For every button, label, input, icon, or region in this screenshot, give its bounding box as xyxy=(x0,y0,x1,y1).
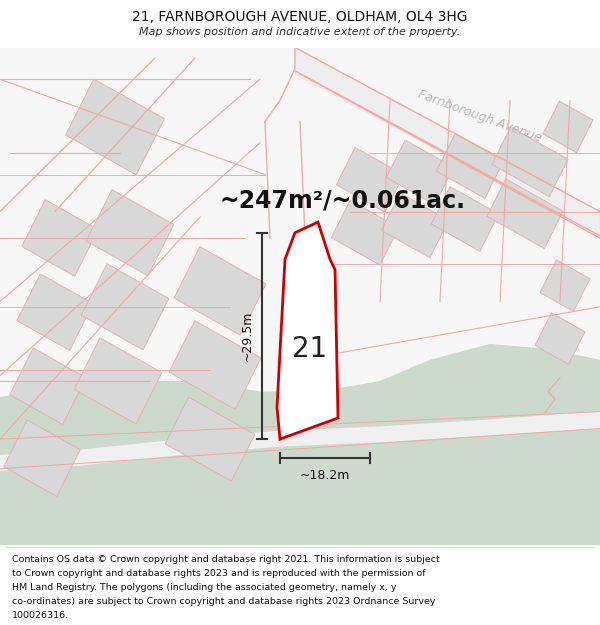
Polygon shape xyxy=(535,312,585,364)
Polygon shape xyxy=(169,321,261,409)
Text: to Crown copyright and database rights 2023 and is reproduced with the permissio: to Crown copyright and database rights 2… xyxy=(12,569,425,578)
Text: 100026316.: 100026316. xyxy=(12,611,69,621)
Polygon shape xyxy=(10,348,86,424)
Polygon shape xyxy=(436,134,503,198)
Polygon shape xyxy=(543,101,593,152)
Text: Contains OS data © Crown copyright and database right 2021. This information is : Contains OS data © Crown copyright and d… xyxy=(12,556,440,564)
Polygon shape xyxy=(492,127,568,197)
Text: 21, FARNBOROUGH AVENUE, OLDHAM, OL4 3HG: 21, FARNBOROUGH AVENUE, OLDHAM, OL4 3HG xyxy=(132,11,468,24)
Text: Map shows position and indicative extent of the property.: Map shows position and indicative extent… xyxy=(139,27,461,37)
Polygon shape xyxy=(540,260,590,311)
Polygon shape xyxy=(0,412,600,471)
Polygon shape xyxy=(386,140,454,205)
Text: HM Land Registry. The polygons (including the associated geometry, namely x, y: HM Land Registry. The polygons (includin… xyxy=(12,583,397,592)
Polygon shape xyxy=(431,187,499,251)
Polygon shape xyxy=(174,247,266,335)
Text: ~18.2m: ~18.2m xyxy=(300,469,350,482)
Polygon shape xyxy=(277,222,338,439)
Polygon shape xyxy=(17,274,93,351)
Text: 21: 21 xyxy=(292,335,328,363)
Text: ~247m²/~0.061ac.: ~247m²/~0.061ac. xyxy=(220,189,466,213)
Polygon shape xyxy=(382,193,449,258)
Polygon shape xyxy=(22,200,98,276)
Polygon shape xyxy=(487,179,563,249)
Polygon shape xyxy=(4,420,80,496)
Text: ~29.5m: ~29.5m xyxy=(241,311,254,361)
Text: co-ordinates) are subject to Crown copyright and database rights 2023 Ordnance S: co-ordinates) are subject to Crown copyr… xyxy=(12,598,436,606)
Polygon shape xyxy=(331,201,398,265)
Polygon shape xyxy=(74,338,162,424)
Text: Farnborough Avenue: Farnborough Avenue xyxy=(416,88,544,145)
Polygon shape xyxy=(337,148,404,212)
Polygon shape xyxy=(65,79,164,175)
Polygon shape xyxy=(81,264,169,350)
Polygon shape xyxy=(295,48,600,238)
Polygon shape xyxy=(0,344,600,545)
Polygon shape xyxy=(86,189,174,276)
Polygon shape xyxy=(165,397,255,481)
